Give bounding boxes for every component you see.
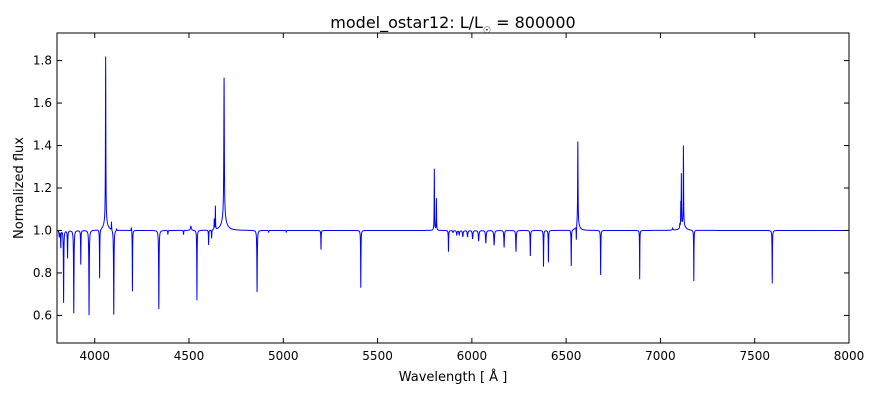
x-tick-label: 5500 — [362, 349, 393, 363]
x-tick-label: 7000 — [645, 349, 676, 363]
x-tick-label: 7500 — [739, 349, 770, 363]
y-tick-label: 1.2 — [33, 181, 52, 195]
x-tick-label: 8000 — [834, 349, 865, 363]
y-tick-label: 1.4 — [33, 139, 52, 153]
y-tick-label: 1.0 — [33, 223, 52, 237]
x-tick-label: 4500 — [174, 349, 205, 363]
x-tick-label: 5000 — [268, 349, 299, 363]
y-axis-label: Normalized flux — [12, 137, 27, 239]
x-tick-label: 6000 — [457, 349, 488, 363]
y-tick-label: 0.6 — [33, 308, 52, 322]
spectrum-line — [56, 56, 849, 316]
plot-frame — [56, 32, 850, 344]
y-tick-label: 1.8 — [33, 54, 52, 68]
x-tick-label: 4000 — [79, 349, 110, 363]
y-tick-label: 0.8 — [33, 266, 52, 280]
y-tick-label: 1.6 — [33, 96, 52, 110]
chart-title: model_ostar12: L/L☉ = 800000 — [330, 13, 575, 36]
x-tick-label: 6500 — [551, 349, 582, 363]
x-axis-label: Wavelength [ Å ] — [399, 369, 508, 385]
